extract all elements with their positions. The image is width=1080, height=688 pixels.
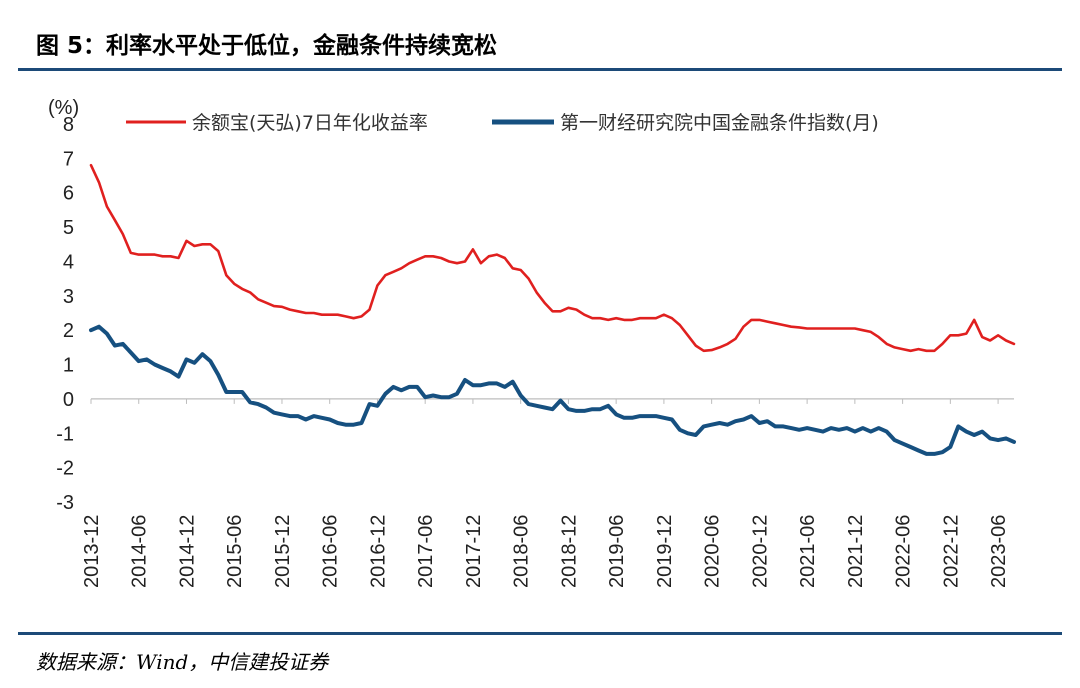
figure-title: 图 5：利率水平处于低位，金融条件持续宽松 bbox=[36, 33, 498, 59]
x-tick-label: 2013-12 bbox=[81, 515, 103, 588]
x-tick-label: 2022-06 bbox=[893, 515, 915, 588]
x-tick-label: 2023-06 bbox=[988, 515, 1010, 588]
x-tick-label: 2017-12 bbox=[463, 515, 485, 588]
y-tick-label: 6 bbox=[63, 183, 74, 205]
x-tick-label: 2019-12 bbox=[654, 515, 676, 588]
y-unit-label: (%) bbox=[48, 97, 79, 119]
x-tick-label: 2020-12 bbox=[749, 515, 771, 588]
series-lines bbox=[89, 163, 1016, 456]
y-tick-label: 4 bbox=[63, 251, 74, 273]
y-tick-label: 7 bbox=[63, 148, 74, 170]
source-note: 数据来源：Wind，中信建投证券 bbox=[36, 650, 329, 674]
y-tick-label: -3 bbox=[56, 492, 74, 514]
top-rule bbox=[18, 68, 1062, 71]
x-tick-label: 2015-12 bbox=[272, 515, 294, 588]
legend: 余额宝(天弘)7日年化收益率 第一财经研究院中国金融条件指数(月) bbox=[126, 112, 879, 134]
y-tick-label: 0 bbox=[63, 389, 74, 411]
x-tick-label: 2018-06 bbox=[511, 515, 533, 588]
y-tick-label: -1 bbox=[56, 423, 74, 445]
x-tick-label: 2022-12 bbox=[940, 515, 962, 588]
x-tick-label: 2017-06 bbox=[415, 515, 437, 588]
x-tick-label: 2018-12 bbox=[558, 515, 580, 588]
x-tick-label: 2014-06 bbox=[129, 515, 151, 588]
x-tick-label: 2021-06 bbox=[797, 515, 819, 588]
series-line-1 bbox=[89, 163, 1016, 353]
x-tick-label: 2016-06 bbox=[320, 515, 342, 588]
y-tick-label: -2 bbox=[56, 458, 74, 480]
y-tick-label: 5 bbox=[63, 217, 74, 239]
y-tick-label: 3 bbox=[63, 286, 74, 308]
bottom-rule bbox=[18, 632, 1062, 635]
y-tick-label: 1 bbox=[63, 355, 74, 377]
y-tick-label: 8 bbox=[63, 114, 74, 136]
y-tick-label: 2 bbox=[63, 320, 74, 342]
x-tick-label: 2014-12 bbox=[176, 515, 198, 588]
x-tick-label: 2021-12 bbox=[845, 515, 867, 588]
y-axis-ticks: -3 -2 -1 0 1 2 3 4 5 6 7 8 bbox=[56, 114, 74, 514]
legend-label-2: 第一财经研究院中国金融条件指数(月) bbox=[560, 112, 879, 134]
legend-label-1: 余额宝(天弘)7日年化收益率 bbox=[192, 112, 428, 134]
x-tick-label: 2015-06 bbox=[224, 515, 246, 588]
x-axis-ticks: 2013-12 2014-06 2014-12 2015-06 2015-12 2016-… bbox=[81, 398, 1010, 588]
x-tick-label: 2020-06 bbox=[702, 515, 724, 588]
series-line-2 bbox=[89, 324, 1016, 456]
x-tick-label: 2019-06 bbox=[606, 515, 628, 588]
x-tick-label: 2016-12 bbox=[367, 515, 389, 588]
